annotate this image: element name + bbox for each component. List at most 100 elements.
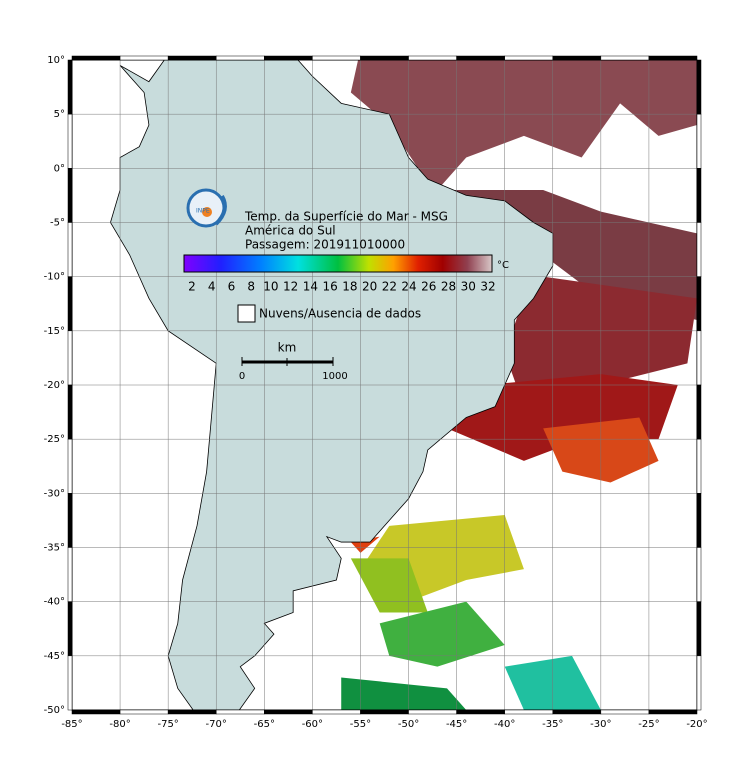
frame-border [67,55,702,715]
border-segment [696,547,702,602]
border-segment [264,55,313,61]
border-segment [456,709,505,715]
sst-patch [350,60,697,190]
border-segment [360,55,409,61]
border-segment [119,55,169,61]
lat-tick-label: -40° [44,597,65,608]
border-segment [67,384,73,440]
border-segment [552,55,602,61]
border-segment [67,330,73,386]
border-segment [552,709,602,715]
border-segment [696,168,702,223]
border-segment [648,55,698,61]
border-segment [215,709,265,715]
colorbar-tick-label: 24 [401,280,416,294]
border-segment [504,709,554,715]
border-segment [600,709,650,715]
border-segment [696,113,702,169]
title: Temp. da Superfície do Mar - MSG [244,210,448,224]
border-segment [167,55,217,61]
border-segment [264,709,313,715]
colorbar-tick-label: 22 [382,280,397,294]
border-segment [696,601,702,657]
lon-tick-label: -85° [61,719,82,730]
border-segment [696,384,702,440]
border-segment [648,709,698,715]
border-segment [67,601,73,657]
lon-tick-label: -50° [398,719,419,730]
lon-tick-label: -70° [206,719,227,730]
colorbar-tick-label: 14 [303,280,318,294]
lon-tick-label: -60° [302,719,323,730]
lat-tick-label: -15° [44,326,65,337]
border-segment [67,222,73,277]
lat-tick-label: 5° [54,109,65,120]
colorbar-tick-label: 6 [228,280,236,294]
border-segment [696,222,702,277]
lat-tick-label: -5° [50,218,65,229]
border-segment [312,709,361,715]
sst-patch [341,677,467,710]
border-segment [360,709,409,715]
border-segment [215,55,265,61]
border-segment [71,709,121,715]
lon-tick-label: -25° [638,719,659,730]
border-segment [696,276,702,332]
region: América do Sul [245,224,336,238]
colorbar-tick-label: 12 [283,280,298,294]
border-segment [119,709,169,715]
lat-tick-label: -35° [44,543,65,554]
logo: INPE [186,188,227,228]
colorbar-tick-label: 30 [461,280,476,294]
lat-tick-label: -25° [44,434,65,445]
border-segment [67,113,73,169]
lat-tick-label: -10° [44,272,65,283]
border-segment [67,655,73,711]
border-segment [696,655,702,711]
pass-time: Passagem: 201911010000 [245,238,405,252]
legend-label: Nuvens/Ausencia de dados [259,307,421,321]
colorbar-unit: °C [497,260,509,271]
border-segment [67,547,73,602]
scale-start: 0 [239,371,245,382]
border-segment [67,493,73,548]
lat-tick-label: -20° [44,380,65,391]
lon-tick-label: -20° [686,719,707,730]
lon-tick-label: -40° [494,719,515,730]
border-segment [696,59,702,115]
border-segment [696,438,702,494]
map-area [72,60,697,710]
colorbar-tick-label: 26 [421,280,436,294]
scale-bar [241,357,334,366]
colorbar-tick-label: 4 [208,280,216,294]
lon-tick-label: -80° [109,719,130,730]
lon-tick-label: -65° [254,719,275,730]
svg-text:INPE: INPE [196,208,210,215]
colorbar-tick-label: 2 [188,280,196,294]
border-segment [71,55,121,61]
border-segment [67,438,73,494]
lon-tick-label: -35° [542,719,563,730]
lon-tick-label: -75° [157,719,178,730]
lat-tick-label: -30° [44,488,65,499]
scale-unit: km [278,341,297,355]
colorbar-tick-label: 10 [263,280,278,294]
legend-box [237,304,256,323]
colorbar [183,254,493,273]
border-segment [67,276,73,332]
colorbar-tick-label: 8 [247,280,255,294]
colorbar-tick-label: 20 [362,280,377,294]
lon-tick-label: -55° [350,719,371,730]
border-segment [696,493,702,548]
border-segment [408,55,457,61]
sst-patch [379,601,505,667]
colorbar-tick-label: 28 [441,280,456,294]
border-segment [312,55,361,61]
colorbar-tick-label: 16 [322,280,337,294]
border-segment [167,709,217,715]
border-segment [696,330,702,386]
lat-tick-label: -45° [44,651,65,662]
lat-tick-label: -50° [44,705,65,716]
